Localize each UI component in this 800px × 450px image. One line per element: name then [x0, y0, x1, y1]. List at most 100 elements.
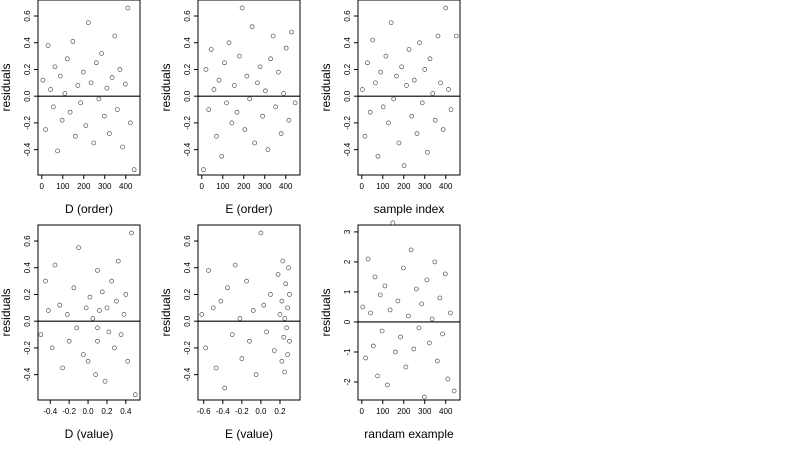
point	[287, 338, 292, 344]
point	[112, 33, 118, 39]
y-tick-label: 0.6	[183, 235, 192, 247]
point	[239, 356, 245, 361]
point	[91, 140, 97, 146]
point	[261, 302, 267, 308]
point	[219, 153, 225, 159]
point	[224, 100, 229, 106]
point	[234, 109, 240, 115]
point	[75, 83, 81, 88]
point	[393, 349, 398, 355]
point	[101, 113, 107, 119]
y-tick-label: -2	[343, 378, 352, 386]
point	[132, 392, 138, 398]
x-tick-label: 100	[376, 182, 390, 191]
point	[368, 310, 373, 316]
point	[86, 20, 91, 26]
point	[95, 325, 100, 331]
point	[404, 83, 409, 88]
point	[282, 316, 288, 321]
x-axis-title: D (order)	[65, 202, 113, 216]
point	[282, 369, 288, 375]
point	[74, 325, 80, 331]
point	[378, 69, 384, 75]
point	[386, 120, 391, 126]
point	[453, 33, 459, 39]
y-tick-label: 0.4	[183, 262, 192, 274]
point	[55, 148, 60, 154]
point	[73, 133, 78, 139]
point	[99, 51, 104, 56]
y-tick-label: 0.2	[343, 63, 352, 75]
x-tick-label: -0.4	[43, 407, 57, 416]
point	[289, 29, 294, 35]
point	[211, 87, 217, 92]
point	[268, 292, 273, 297]
point	[225, 285, 230, 291]
x-tick-label: 200	[77, 182, 91, 191]
point	[380, 104, 386, 110]
point	[375, 373, 380, 379]
point	[71, 285, 77, 291]
point	[60, 365, 65, 371]
point	[258, 230, 264, 236]
point	[388, 20, 394, 26]
point	[411, 77, 417, 83]
y-axis-title: residuals	[159, 288, 173, 336]
y-tick-label: -0.4	[23, 142, 32, 156]
point	[104, 305, 110, 311]
point	[434, 358, 440, 364]
point	[283, 281, 289, 287]
x-axis-title: randam example	[364, 427, 454, 441]
x-tick-label: -0.2	[235, 407, 249, 416]
point	[104, 85, 110, 91]
point	[52, 64, 58, 70]
x-tick-label: 100	[216, 182, 230, 191]
point	[401, 163, 407, 168]
point	[414, 131, 420, 136]
plot-frame	[197, 0, 301, 176]
y-axis-title: residuals	[319, 288, 333, 336]
y-tick-label: -0.2	[23, 340, 32, 354]
plot-frame	[37, 224, 141, 401]
point	[222, 385, 228, 391]
point	[424, 277, 430, 283]
y-tick-label: -0.4	[343, 142, 352, 156]
point	[114, 298, 119, 304]
y-tick-label: 3	[343, 229, 352, 234]
point	[76, 245, 81, 251]
point	[66, 338, 72, 344]
y-tick-label: -0.2	[183, 115, 192, 129]
point	[398, 334, 403, 340]
point	[38, 332, 44, 337]
point	[59, 117, 65, 123]
point	[437, 295, 443, 301]
y-tick-label: 2	[343, 259, 352, 264]
point	[85, 358, 91, 364]
point	[106, 329, 112, 335]
point	[385, 382, 390, 388]
y-tick-label: 0.0	[343, 90, 352, 102]
point	[43, 278, 48, 284]
point	[87, 294, 93, 300]
y-tick-label: 0.4	[23, 37, 32, 49]
point	[70, 39, 76, 44]
point	[45, 43, 51, 48]
y-tick-label: -0.4	[183, 367, 192, 381]
point	[125, 5, 131, 11]
y-tick-label: 1	[343, 289, 352, 294]
point	[208, 47, 214, 52]
y-tick-label: -0.2	[343, 115, 352, 129]
point	[440, 127, 446, 132]
point	[279, 358, 285, 364]
point	[445, 376, 451, 382]
x-tick-label: 0	[360, 407, 365, 416]
y-tick-label: 0.0	[183, 90, 192, 102]
x-tick-label: 100	[56, 182, 70, 191]
point	[383, 53, 389, 59]
y-tick-label: 0.6	[343, 10, 352, 22]
point	[244, 73, 250, 79]
x-tick-label: 300	[98, 182, 112, 191]
point	[283, 45, 289, 51]
point	[395, 298, 401, 304]
